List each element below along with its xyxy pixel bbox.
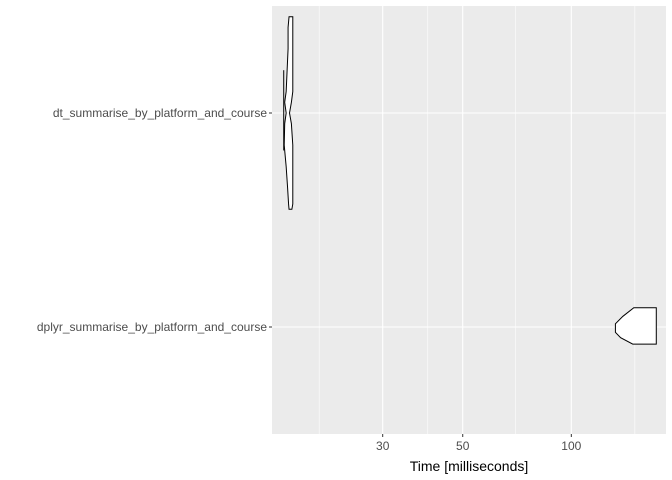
violins (283, 16, 657, 345)
plot-panel (272, 6, 666, 434)
x-axis-title: Time [milliseconds] (410, 458, 529, 474)
x-tick-label: 30 (376, 439, 390, 453)
violin-dplyr_summarise_by_platform_and_course (614, 307, 657, 345)
x-tick-label: 100 (561, 439, 581, 453)
y-axis: dplyr_summarise_by_platform_and_course dt… (37, 106, 272, 334)
major-gridlines (272, 6, 666, 434)
violin-dt_summarise_by_platform_and_course (283, 16, 294, 210)
minor-gridlines (318, 6, 636, 434)
x-tick-label: 50 (456, 439, 470, 453)
y-tick-label: dt_summarise_by_platform_and_course (53, 106, 267, 120)
x-axis: 30 50 100 (376, 434, 582, 453)
y-tick-label: dplyr_summarise_by_platform_and_course (37, 320, 267, 334)
